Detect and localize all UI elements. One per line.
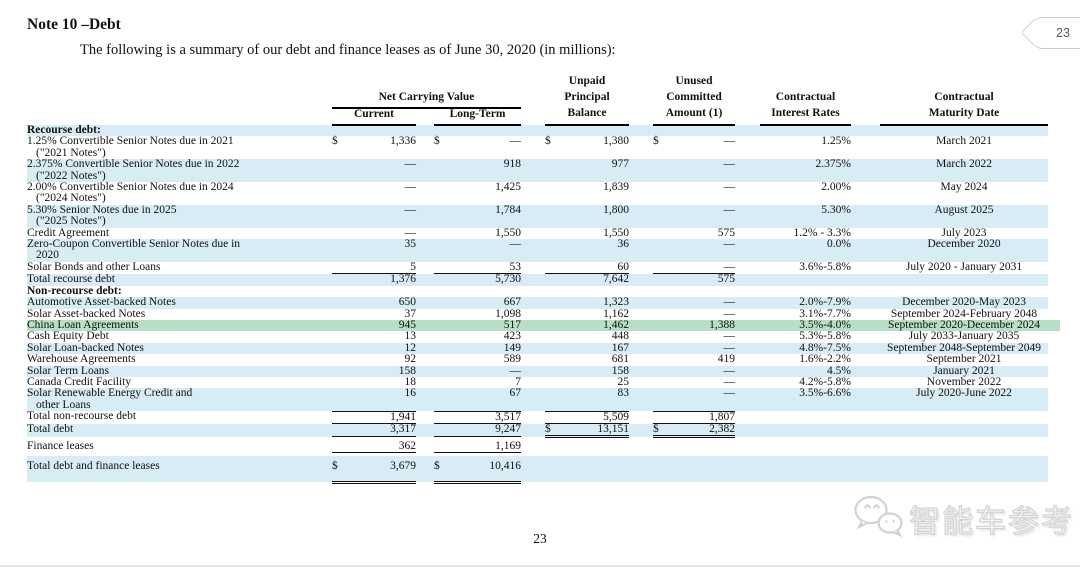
wechat-chat-bubbles-icon <box>852 494 904 543</box>
col-header-unused-line3: Amount (1) <box>653 107 736 126</box>
table-row-solar-loan-backed-notes: Solar Loan-backed Notes 12 149 167—4.8%-7.5… <box>27 342 1049 355</box>
table-row-cash-equity-debt: Cash Equity Debt 13 423 448—5.3%-5.8% July 2… <box>27 330 1020 343</box>
row-label: Automotive Asset-backed Notes <box>27 296 332 309</box>
debt-table-body: Recourse debt: 1.25% Convertible Senior N… <box>27 124 1049 484</box>
page-corner-badge[interactable]: 23 <box>1034 17 1080 49</box>
table-row-china-loan-agreements: China Loan Agreements 945 517 1,462 1,388 3.5… <box>27 319 1049 332</box>
row-label: Credit Agreement <box>27 226 110 239</box>
watermark-text: 智能车参考 <box>908 503 1074 539</box>
table-row-zero-coupon-notes: Zero-Coupon Convertible Senior Notes due… <box>27 238 1049 262</box>
row-label: Solar Bonds and other Loans <box>27 260 161 273</box>
col-header-current: Current <box>332 108 416 126</box>
row-label: Zero-Coupon Convertible Senior Notes due… <box>27 238 332 262</box>
note-title: Note 10 –Debt <box>27 16 121 33</box>
row-label: 2.375% Convertible Senior Notes due in 2… <box>27 158 332 183</box>
table-row-total-recourse-debt: Total recourse debt 1,376 5,730 7,642 575 <box>27 273 1049 286</box>
table-row-solar-asset-backed-notes: Solar Asset-backed Notes 37 1,098 1,162—3.1… <box>27 307 1038 320</box>
row-label: 5.30% Senior Notes due in 2025 ("2025 Not… <box>27 204 332 228</box>
row-label: 1.25% Convertible Senior Notes due in 20… <box>27 135 234 159</box>
table-row-warehouse-agreements: Warehouse Agreements 92 589 681 419 1.6%-2.2%… <box>27 353 1002 366</box>
row-label: Finance leases <box>27 439 94 452</box>
col-header-unpaid-line1: Unpaid <box>568 75 606 87</box>
row-label: China Loan Agreements <box>27 319 332 332</box>
col-header-maturity-line1: Contractual <box>934 91 994 103</box>
table-row-canada-credit-facility: Canada Credit Facility 18 7 25—4.2%-5.8% Nov… <box>27 375 1002 388</box>
table-row-notes-2024: 2.00% Convertible Senior Notes due in 20… <box>27 181 988 205</box>
row-label: Total debt <box>27 423 332 437</box>
corner-badge-number: 23 <box>1056 26 1070 40</box>
table-row-total-debt: Total debt 3,317 9,247 $13,151 $2,382 <box>27 423 1049 439</box>
table-row-notes-2025: 5.30% Senior Notes due in 2025 ("2025 Not… <box>27 204 1049 228</box>
col-header-rates-line1: Contractual <box>775 91 836 103</box>
debt-summary-table: Unpaid Unused Net Carrying Value Princip… <box>27 75 1049 484</box>
table-row-recourse-debt-header: Recourse debt: <box>27 124 1049 137</box>
row-label: Solar Term Loans <box>27 365 332 377</box>
table-row-credit-agreement: Credit Agreement —1,550 1,550 575 1.2% - 3.3… <box>27 226 987 239</box>
page-number: 23 <box>533 531 547 546</box>
row-label: 2.00% Convertible Senior Notes due in 20… <box>27 181 234 205</box>
col-header-unused-line1: Unused <box>675 75 713 87</box>
bottom-rule <box>0 565 1080 567</box>
col-header-unpaid-line2: Principal <box>564 91 610 103</box>
col-header-maturity-line2: Maturity Date <box>880 107 1049 126</box>
table-row-notes-2021: 1.25% Convertible Senior Notes due in 20… <box>27 135 992 159</box>
row-label: Solar Asset-backed Notes <box>27 307 146 320</box>
row-label: Non-recourse debt: <box>27 284 122 297</box>
col-header-net-carrying-value: Net Carrying Value <box>332 91 521 109</box>
table-row-finance-leases: Finance leases 362 1,169 <box>27 439 521 454</box>
col-header-unused-line2: Committed <box>666 91 722 103</box>
table-row-solar-renewable-energy-credit-loans: Solar Renewable Energy Credit and other L… <box>27 387 1049 412</box>
spacer-row <box>27 436 1049 441</box>
col-header-long-term: Long-Term <box>434 108 521 126</box>
table-row-total-debt-and-finance-leases: Total debt and finance leases $3,679 $10,4… <box>27 455 1049 484</box>
row-label: Cash Equity Debt <box>27 330 109 343</box>
col-header-rates-line2: Interest Rates <box>760 107 852 126</box>
table-row-total-non-recourse-debt: Total non-recourse debt 1,941 3,517 5,509 1,… <box>27 410 736 425</box>
row-label: Recourse debt: <box>27 124 332 137</box>
row-label: Total debt and finance leases <box>27 455 332 483</box>
table-row-solar-term-loans: Solar Term Loans 158—158—4.5% January 2021 <box>27 365 1049 377</box>
row-label: Solar Loan-backed Notes <box>27 342 332 355</box>
watermark: 智能车参考 <box>852 494 1074 543</box>
row-label: Canada Credit Facility <box>27 375 132 388</box>
debt-table-header: Unpaid Unused Net Carrying Value Princip… <box>27 75 1049 126</box>
table-row-non-recourse-debt-header: Non-recourse debt: <box>27 284 1048 297</box>
table-row-automotive-asset-backed-notes: Automotive Asset-backed Notes 650 667 1,323… <box>27 296 1049 309</box>
table-row-solar-bonds: Solar Bonds and other Loans 5 53 60—3.6%-5.… <box>27 260 1023 275</box>
row-label: Warehouse Agreements <box>27 353 136 366</box>
row-label: Solar Renewable Energy Credit and other L… <box>27 387 332 412</box>
col-header-unpaid-line3: Balance <box>545 107 629 126</box>
note-subtitle: The following is a summary of our debt a… <box>80 42 616 58</box>
spacer-row <box>27 452 1049 456</box>
table-row-notes-2022: 2.375% Convertible Senior Notes due in 2… <box>27 158 1049 183</box>
row-label: Total non-recourse debt <box>27 410 137 423</box>
row-label: Total recourse debt <box>27 273 332 286</box>
